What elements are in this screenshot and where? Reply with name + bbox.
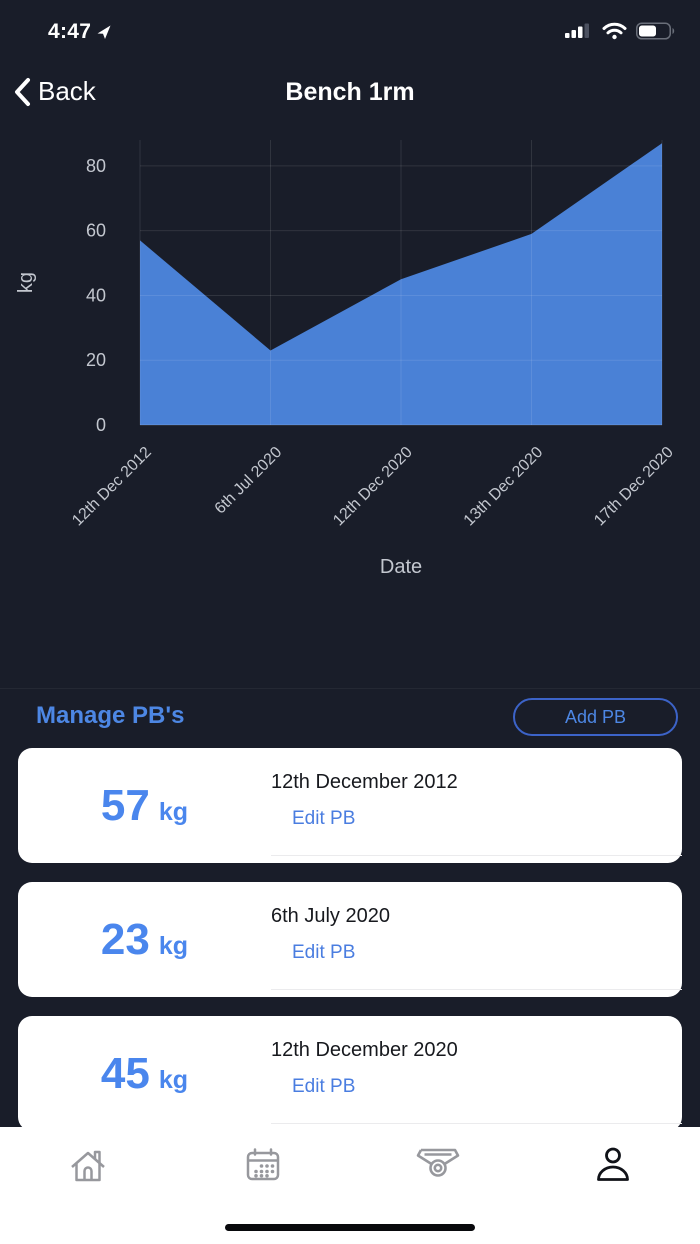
battery-icon xyxy=(636,22,675,40)
pb-value: 45 xyxy=(100,1048,150,1098)
tab-home[interactable] xyxy=(0,1141,175,1189)
pb-unit: kg xyxy=(158,1065,189,1094)
svg-text:kg: kg xyxy=(15,272,37,293)
tab-calendar[interactable] xyxy=(175,1141,350,1189)
chevron-left-icon xyxy=(15,77,30,106)
time-text: 4:47 xyxy=(48,20,92,43)
person-icon xyxy=(596,1147,629,1181)
location-arrow-icon xyxy=(97,25,111,39)
edit-pb-link[interactable]: Edit PB xyxy=(292,942,356,963)
edit-pb-link[interactable]: Edit PB xyxy=(292,808,356,829)
pb-value: 23 xyxy=(100,914,150,964)
tab-awards[interactable] xyxy=(350,1141,525,1189)
back-label: Back xyxy=(38,76,96,106)
status-icons xyxy=(565,22,676,40)
card-divider xyxy=(271,989,682,990)
calendar-icon xyxy=(246,1148,279,1181)
pb-area-chart: 0 20 40 60 80 12th Dec 2012 6th Jul 2020 12th D… xyxy=(15,140,677,578)
card-divider xyxy=(271,1123,682,1124)
pb-card: 57 kg 12th December 2012 Edit PB xyxy=(18,748,682,863)
status-time: 4:47 xyxy=(48,20,112,44)
status-bar: 4:47 xyxy=(0,0,700,62)
pb-unit: kg xyxy=(158,797,189,826)
manage-pb-title: Manage PB's xyxy=(36,702,185,729)
pb-weight: 23 kg xyxy=(18,882,271,997)
page-title: Bench 1rm xyxy=(285,78,415,106)
pb-weight: 57 kg xyxy=(18,748,271,863)
tab-profile[interactable] xyxy=(525,1141,700,1189)
svg-text:40: 40 xyxy=(86,285,106,305)
svg-text:80: 80 xyxy=(86,156,106,176)
nav-bar: Back Bench 1rm xyxy=(0,62,700,128)
svg-text:Date: Date xyxy=(380,556,422,578)
svg-text:60: 60 xyxy=(86,221,106,241)
tab-bar xyxy=(0,1127,700,1244)
svg-text:20: 20 xyxy=(86,350,106,370)
pb-weight: 45 kg xyxy=(18,1016,271,1131)
pb-date: 6th July 2020 xyxy=(271,905,390,927)
pb-date: 12th December 2020 xyxy=(271,1039,458,1061)
pb-info: 6th July 2020 Edit PB xyxy=(271,882,682,997)
home-icon xyxy=(70,1150,105,1182)
pb-info: 12th December 2020 Edit PB xyxy=(271,1016,682,1131)
svg-text:17th Dec 2020: 17th Dec 2020 xyxy=(591,444,677,530)
edit-pb-link[interactable]: Edit PB xyxy=(292,1076,356,1097)
home-indicator[interactable] xyxy=(225,1224,475,1231)
pb-card: 45 kg 12th December 2020 Edit PB xyxy=(18,1016,682,1131)
svg-text:12th Dec 2012: 12th Dec 2012 xyxy=(69,444,155,530)
cellular-signal-icon xyxy=(565,23,589,38)
svg-text:13th Dec 2020: 13th Dec 2020 xyxy=(461,444,547,530)
manage-pb-header: Manage PB's Add PB xyxy=(0,689,700,748)
pb-date: 12th December 2012 xyxy=(271,771,458,793)
card-divider xyxy=(271,855,682,856)
pb-value: 57 xyxy=(100,780,150,830)
medal-icon xyxy=(416,1148,459,1177)
svg-text:6th Jul 2020: 6th Jul 2020 xyxy=(212,444,286,518)
svg-text:0: 0 xyxy=(96,415,106,435)
add-pb-button[interactable]: Add PB xyxy=(513,698,678,736)
wifi-icon xyxy=(602,22,627,40)
pb-info: 12th December 2012 Edit PB xyxy=(271,748,682,863)
back-button[interactable]: Back xyxy=(12,76,96,107)
svg-text:12th Dec 2020: 12th Dec 2020 xyxy=(330,444,416,530)
pb-card: 23 kg 6th July 2020 Edit PB xyxy=(18,882,682,997)
manage-pb-section: Manage PB's Add PB 57 kg 12th December 2… xyxy=(0,688,700,1131)
pb-unit: kg xyxy=(158,931,189,960)
